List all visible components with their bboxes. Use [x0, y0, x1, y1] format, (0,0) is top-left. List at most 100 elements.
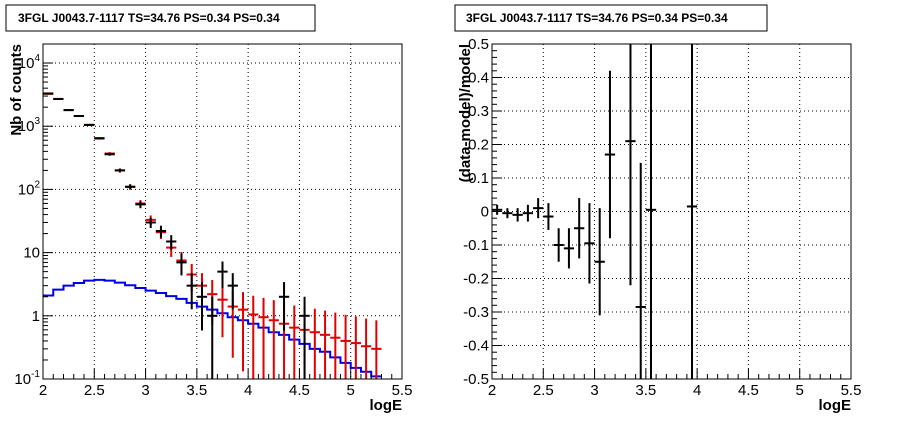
title-box: 3FGL J0043.7-1117 TS=34.76 PS=0.34 PS=0.… [5, 4, 316, 32]
data-point [125, 184, 136, 190]
y-tick-label: 0.1 [468, 170, 489, 187]
residual-point [522, 204, 534, 222]
y-tick-label: -0.2 [463, 271, 489, 288]
x-tick-label: 4 [693, 382, 701, 399]
y-tick-label: 0.4 [468, 70, 489, 87]
x-tick-label: 5 [796, 382, 804, 399]
data-point [114, 168, 126, 173]
x-tick-label: 3.5 [186, 382, 207, 399]
y-tick-label: 1 [32, 308, 40, 325]
x-axis-label: logE [370, 397, 403, 414]
title: 3FGL J0043.7-1117 TS=34.76 PS=0.34 PS=0.… [466, 11, 728, 25]
y-tick-base: 1 [32, 308, 40, 325]
x-tick-label: 2.5 [84, 382, 105, 399]
y-tick-label: 0.5 [468, 36, 489, 53]
residual-point [625, 44, 636, 286]
data-point [84, 123, 95, 126]
model-bin [217, 284, 228, 338]
x-tick-label: 3 [141, 382, 149, 399]
data-point [227, 273, 238, 310]
model-bin [350, 316, 361, 379]
y-tick-exponent: 4 [34, 53, 40, 64]
model-bin [360, 318, 372, 379]
y-tick-label: 10-1 [14, 369, 40, 388]
residual-point [553, 228, 564, 262]
y-tick-label: -0.3 [463, 304, 489, 321]
y-tick-base: 10 [18, 118, 35, 135]
data-point [186, 273, 197, 310]
residual-point [645, 44, 657, 379]
x-tick-label: 3 [590, 382, 598, 399]
data-point [63, 109, 74, 112]
model-bin [289, 305, 300, 379]
residual-point [594, 208, 605, 316]
model-bin [340, 314, 351, 379]
x-tick-label: 2 [488, 382, 496, 399]
data-point [278, 282, 290, 331]
model-bin [371, 320, 382, 379]
y-tick-label: -0.5 [463, 371, 489, 388]
x-tick-label: 2 [39, 382, 47, 399]
data-point [166, 235, 177, 250]
data-point [217, 261, 228, 288]
data-point [176, 253, 187, 276]
data-point [135, 200, 146, 209]
residual-point [604, 70, 616, 239]
residual-point [635, 162, 646, 379]
data-point [155, 225, 167, 238]
residual-point [512, 208, 523, 222]
residual-point [543, 203, 554, 230]
residual-point [533, 198, 544, 219]
data-point [207, 296, 218, 379]
data-point [104, 152, 115, 156]
model-bin [268, 300, 279, 379]
residuals-plot: 2 2.5 3 3.5 4 4.5 5 5.5 -0.5 -0.4 -0.3 -0.2 -0.1 0 0.1… [454, 4, 861, 414]
y-tick-label: 104 [18, 53, 41, 72]
x-tick-label: 4.5 [738, 382, 759, 399]
x-tick-label: 4.5 [289, 382, 310, 399]
x-tick-label: 3.5 [635, 382, 656, 399]
residual-point [584, 203, 595, 284]
data-point [299, 296, 310, 379]
residual-point [574, 198, 585, 259]
axes: 2 2.5 3 3.5 4 4.5 5 5.5 -0.5 -0.4 -0.3 -0.2 -0.1 0 0.1… [463, 36, 861, 399]
x-axis-label: logE [819, 397, 852, 414]
y-tick-label: -0.1 [463, 237, 489, 254]
data-point [94, 137, 105, 140]
residual-point [686, 44, 698, 379]
data-point [145, 217, 156, 228]
y-tick-exponent: -1 [31, 369, 40, 380]
y-tick-label: 103 [18, 116, 41, 135]
y-tick-label: 0 [481, 204, 489, 221]
x-tick-label: 2.5 [533, 382, 554, 399]
model-bin [319, 310, 331, 379]
model-bin [309, 308, 320, 379]
data-point [73, 115, 85, 118]
y-axis-label: Nb of counts [8, 44, 25, 136]
title: 3FGL J0043.7-1117 TS=34.76 PS=0.34 PS=0.… [18, 11, 280, 25]
model-bin [248, 295, 259, 379]
y-tick-label: 0.3 [468, 103, 489, 120]
y-tick-base: 10 [18, 181, 35, 198]
title-box: 3FGL J0043.7-1117 TS=34.76 PS=0.34 PS=0.… [454, 4, 768, 32]
model-bin [237, 292, 249, 372]
y-tick-base: 10 [14, 371, 31, 388]
model-bin [330, 312, 341, 379]
model-bin [258, 297, 269, 379]
x-tick-label: 5 [347, 382, 355, 399]
y-tick-label: 102 [18, 179, 41, 198]
y-axis-label: (data-model)/model [457, 44, 474, 182]
residual-point [502, 208, 513, 219]
y-tick-label: -0.4 [463, 338, 489, 355]
data-point [196, 282, 208, 331]
y-tick-base: 10 [18, 55, 35, 72]
y-tick-exponent: 2 [34, 179, 40, 190]
x-tick-label: 5.5 [841, 382, 862, 399]
y-tick-exponent: 3 [34, 116, 40, 127]
y-tick-label: 10 [23, 245, 40, 262]
x-tick-label: 4 [244, 382, 252, 399]
residual-point [492, 204, 503, 215]
